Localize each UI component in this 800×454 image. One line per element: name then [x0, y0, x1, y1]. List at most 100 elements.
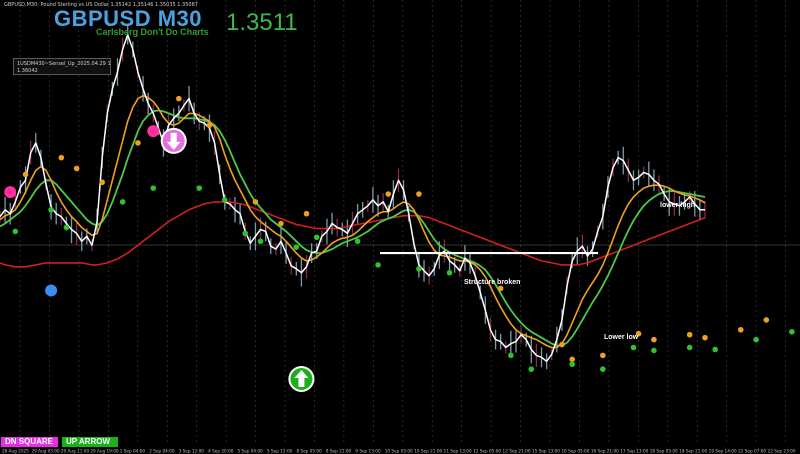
arrow-glyph	[294, 369, 309, 387]
orange-dot-marker	[702, 334, 708, 341]
green-dot-marker	[63, 224, 70, 231]
x-tick-label: 16 Sep 05:00	[561, 449, 589, 454]
orange-dot-marker	[569, 356, 575, 363]
green-dot-marker	[196, 185, 203, 191]
x-tick-label: 22 Sep 23:00	[768, 449, 796, 454]
x-tick-label: 10 Sep 05:00	[385, 449, 413, 454]
green-dot-marker	[242, 230, 249, 237]
green-dot-marker	[119, 199, 126, 205]
orange-dot-marker	[99, 179, 105, 186]
orange-dot-marker	[252, 199, 259, 205]
magenta-dot-marker	[147, 125, 160, 138]
green-dot-marker	[354, 238, 361, 245]
down-arrow-icon	[160, 127, 187, 154]
green-dot-marker	[293, 244, 300, 250]
orange-dot-marker	[559, 341, 565, 348]
x-axis: 28 Aug 2025 29 Aug 03:00 29 Aug 11:00 29 Au…	[0, 447, 800, 454]
long-ma-line	[0, 201, 706, 268]
indicator-lines	[0, 33, 706, 363]
symbol-title: GBPUSD M30	[54, 6, 203, 31]
orange-dot-marker	[686, 331, 693, 338]
green-dot-marker	[446, 269, 453, 276]
orange-dot-marker	[635, 330, 642, 337]
x-tick-label: 8 Sep 21:00	[326, 449, 352, 454]
x-tick-label: 5 Sep 04:00	[238, 449, 264, 454]
price-line	[0, 33, 705, 363]
x-tick-label: 12 Sep 05:00	[473, 449, 501, 454]
x-tick-label: 29 Aug 11:00	[61, 449, 90, 454]
candles	[0, 24, 706, 370]
green-dot-marker	[712, 346, 719, 353]
green-dot-marker	[416, 266, 422, 272]
x-tick-label: 29 Aug 03:00	[31, 449, 60, 454]
orange-dot-marker	[58, 154, 65, 161]
green-dot-marker	[686, 344, 693, 351]
x-tick-label: 16 Sep 21:00	[591, 449, 619, 454]
signal-markers	[4, 95, 795, 392]
orange-dot-marker	[73, 165, 80, 172]
green-dot-marker	[221, 197, 228, 203]
object-tooltip: 1USDM430~Sensel_Up_2025.04.29 17:30 1.36…	[13, 58, 111, 75]
x-tick-label: 17 Sep 13:00	[620, 449, 648, 454]
x-tick-label: 4 Sep 20:00	[208, 449, 234, 454]
green-dot-marker	[313, 234, 320, 241]
x-tick-label: 19 Sep 14:00	[709, 449, 737, 454]
green-dot-marker	[753, 336, 759, 343]
green-dot-marker	[630, 344, 637, 351]
green-dot-marker	[600, 366, 606, 372]
arrow-glyph	[166, 132, 181, 150]
orange-dot-marker	[600, 352, 606, 359]
blue-dot-marker	[45, 284, 58, 297]
x-tick-label: 10 Sep 21:00	[414, 449, 442, 454]
orange-dot-marker	[763, 317, 770, 323]
x-tick-label: 11 Sep 13:00	[444, 449, 472, 454]
green-dot-marker	[789, 328, 795, 335]
orange-dot-marker	[385, 191, 392, 197]
x-tick-label: 8 Sep 05:00	[296, 449, 322, 454]
green-dot-marker	[508, 352, 514, 359]
orange-dot-marker	[206, 122, 213, 128]
green-dot-marker	[12, 228, 19, 235]
green-dot-marker	[150, 185, 157, 191]
up-arrow-button[interactable]: UP ARROW	[62, 437, 118, 447]
green-dot-marker	[569, 361, 575, 368]
x-tick-label: 29 Aug 19:00	[90, 449, 119, 454]
slow-ma-line	[0, 109, 706, 347]
green-dot-marker	[528, 366, 535, 372]
green-dot-marker	[48, 206, 54, 213]
orange-dot-marker	[737, 326, 744, 333]
tooltip-line-1: 1USDM430~Sensel_Up_2025.04.29 17:30	[17, 61, 111, 67]
x-tick-label: 15 Sep 13:00	[532, 449, 560, 454]
green-dot-marker	[375, 262, 381, 268]
orange-dot-marker	[651, 336, 657, 343]
dn-square-button[interactable]: DN SQUARE	[1, 437, 58, 447]
chart-grid	[19, 0, 786, 444]
axis-bar	[0, 447, 800, 454]
green-dot-marker	[257, 238, 264, 245]
x-tick-label: 18 Sep 21:00	[679, 449, 707, 454]
orange-dot-marker	[497, 285, 504, 292]
tagline: Carlsberg Don't Do Charts	[96, 27, 209, 37]
green-dot-marker	[651, 347, 657, 354]
orange-dot-marker	[176, 95, 182, 102]
x-tick-label: 12 Sep 21:00	[503, 449, 531, 454]
up-arrow-icon	[288, 365, 315, 392]
orange-dot-marker	[278, 220, 284, 227]
x-tick-label: 9 Sep 13:00	[355, 449, 381, 454]
orange-dot-marker	[303, 210, 310, 217]
structure-broken-label: Structure broken	[464, 279, 521, 286]
fast-ma-line	[0, 94, 706, 349]
x-tick-label: 3 Sep 12:00	[179, 449, 205, 454]
chart-info-line: GBPUSD,M30: Pound Sterling vs US Dollar …	[4, 2, 198, 8]
x-tick-label: 5 Sep 12:00	[267, 449, 293, 454]
orange-dot-marker	[22, 171, 29, 178]
x-tick-label: 2 Sep 04:00	[149, 449, 175, 454]
orange-dot-marker	[135, 140, 141, 146]
lower-high-label: lower high	[660, 202, 695, 209]
x-tick-label: 18 Sep 05:00	[650, 449, 678, 454]
x-tick-label: 1 Sep 04:00	[120, 449, 146, 454]
big-price: 1.3511	[226, 9, 298, 36]
tooltip-line-2: 1.36042	[17, 68, 38, 74]
x-tick-label: 28 Aug 2025	[2, 449, 29, 454]
